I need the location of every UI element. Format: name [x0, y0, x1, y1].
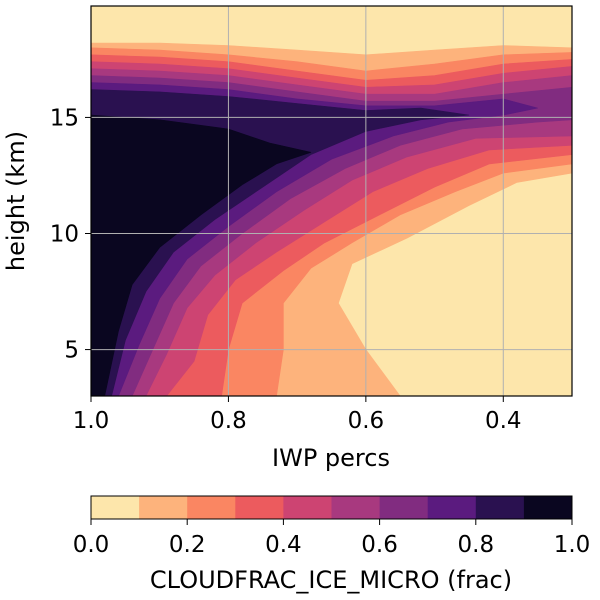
colorbar-segment: [427, 496, 477, 519]
x-axis-ticks: 1.0 0.8 0.6 0.4: [73, 396, 522, 434]
contour-bands: [91, 42, 572, 396]
y-tick-label: 10: [50, 222, 79, 248]
colorbar-segment: [475, 496, 525, 519]
y-tick-label: 5: [64, 338, 79, 364]
x-tick-label: 1.0: [73, 408, 110, 434]
colorbar-tick-label: 0.0: [73, 532, 110, 558]
y-axis-ticks: 5 10 15: [50, 105, 91, 364]
y-tick-label: 15: [50, 105, 79, 131]
plot-frame: [90, 5, 573, 397]
colorbar-segment: [523, 496, 573, 519]
colorbar-frame: [90, 495, 573, 520]
x-axis-label: IWP percs: [272, 444, 390, 472]
colorbar-segment: [331, 496, 381, 519]
colorbar-segment: [283, 496, 332, 519]
colorbar-label: CLOUDFRAC_ICE_MICRO (frac): [150, 566, 512, 594]
colorbar-segment: [235, 496, 284, 519]
x-tick-label: 0.8: [210, 408, 247, 434]
colorbar: [90, 495, 573, 520]
x-tick-label: 0.4: [485, 408, 522, 434]
x-tick-label: 0.6: [348, 408, 385, 434]
colorbar-segment: [91, 496, 140, 519]
colorbar-tick-label: 0.6: [361, 532, 398, 558]
colorbar-tick-label: 0.8: [458, 532, 495, 558]
colorbar-segment: [139, 496, 188, 519]
colorbar-segment: [379, 496, 429, 519]
colorbar-tick-label: 0.2: [169, 532, 206, 558]
colorbar-tick-label: 1.0: [554, 532, 591, 558]
contour-band-0-9: [91, 114, 312, 396]
colorbar-segment: [187, 496, 236, 519]
colorbar-ticks: 0.0 0.2 0.4 0.6 0.8 1.0: [73, 519, 591, 558]
colorbar-tick-label: 0.4: [265, 532, 302, 558]
y-axis-label: height (km): [2, 131, 30, 271]
